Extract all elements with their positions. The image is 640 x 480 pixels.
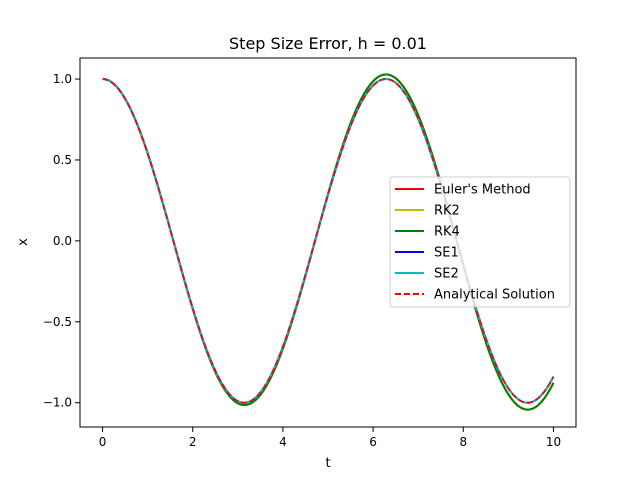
legend-box [389,176,571,308]
x-tick-label: 2 [189,435,197,449]
y-axis-ticks: −1.0 −0.5 0.0 0.5 1.0 [43,72,80,410]
legend-label: Euler's Method [434,183,531,198]
x-axis-label: t [325,456,330,471]
legend-label: SE2 [434,267,459,282]
x-tick-label: 8 [459,435,467,449]
plot-frame [79,57,577,428]
legend-label: SE1 [434,246,459,261]
x-tick-label: 0 [99,435,107,449]
x-tick-label: 10 [546,435,561,449]
legend-label: RK4 [434,225,460,240]
legend: Euler's Method RK2 RK4 SE1 SE2 Analytical Sol… [389,176,571,308]
y-tick-label: 1.0 [53,72,72,86]
y-tick-label: 0.0 [53,234,72,248]
x-axis-ticks: 0 2 4 6 8 10 [99,427,561,449]
legend-label: RK2 [434,204,460,219]
y-tick-label: −1.0 [43,396,72,410]
series-line-5 [102,78,555,404]
x-tick-label: 4 [279,435,287,449]
legend-label: Analytical Solution [434,288,555,303]
y-tick-label: −0.5 [43,315,72,329]
series-layer [102,73,555,411]
y-tick-label: 0.5 [53,153,72,167]
chart-title: Step Size Error, h = 0.01 [229,34,427,53]
x-tick-label: 6 [369,435,377,449]
y-axis-label: x [16,238,31,246]
